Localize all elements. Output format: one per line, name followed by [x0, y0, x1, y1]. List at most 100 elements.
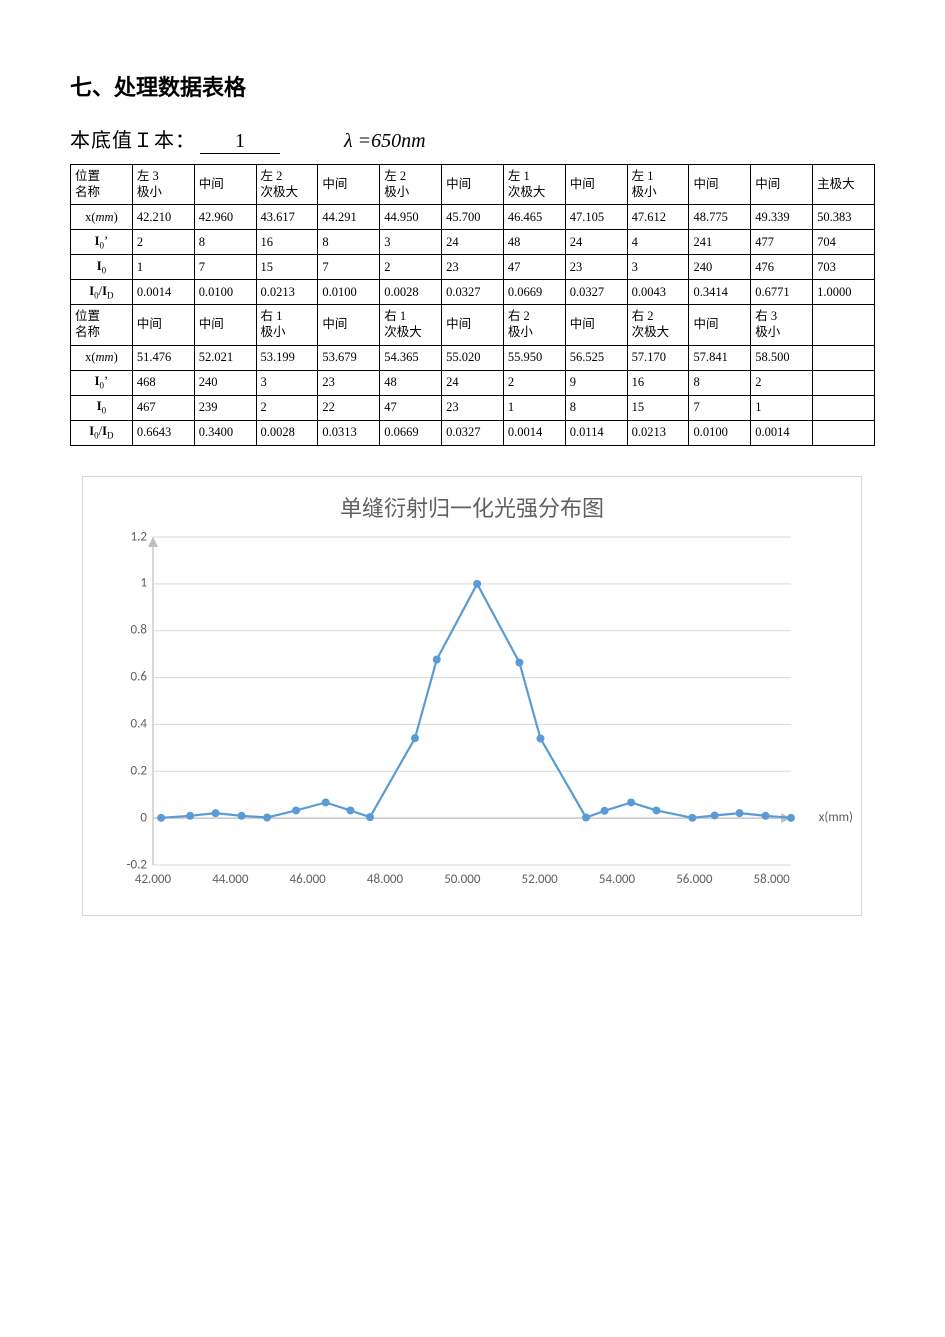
table-cell: 15 — [256, 255, 318, 280]
table-cell: 48 — [380, 370, 442, 395]
chart-xtick-label: 42.000 — [135, 872, 171, 887]
chart-marker — [627, 798, 635, 806]
row-label-cell: I0/ID — [71, 280, 133, 305]
table-cell: 43.617 — [256, 205, 318, 230]
table-row: I04672392224723181571 — [71, 395, 875, 420]
table-cell: 4 — [627, 230, 689, 255]
table-cell: 7 — [689, 395, 751, 420]
table-header-cell: 中间 — [194, 165, 256, 205]
table-header-cell: 右 2次极大 — [627, 305, 689, 345]
table-cell: 23 — [565, 255, 627, 280]
table-cell: 53.679 — [318, 345, 380, 370]
chart-marker — [762, 811, 770, 819]
chart-marker — [157, 813, 165, 821]
table-header-cell: 中间 — [132, 305, 194, 345]
chart-xtick-label: 56.000 — [676, 872, 712, 887]
table-header-cell: 左 1极小 — [627, 165, 689, 205]
table-cell: 54.365 — [380, 345, 442, 370]
table-header-cell: 左 3极小 — [132, 165, 194, 205]
table-cell: 8 — [194, 230, 256, 255]
table-cell: 3 — [627, 255, 689, 280]
table-header-cell: 左 2极小 — [380, 165, 442, 205]
lambda-text: λ =650 — [344, 130, 401, 152]
chart-marker — [212, 809, 220, 817]
table-cell: 8 — [689, 370, 751, 395]
table-cell: 47.105 — [565, 205, 627, 230]
table-cell: 8 — [565, 395, 627, 420]
table-cell — [813, 370, 875, 395]
table-cell: 53.199 — [256, 345, 318, 370]
table-header-cell: 右 1极小 — [256, 305, 318, 345]
table-row: I0/ID0.66430.34000.00280.03130.06690.032… — [71, 420, 875, 445]
base-value: 1 — [200, 130, 280, 154]
table-cell: 48.775 — [689, 205, 751, 230]
table-cell: 476 — [751, 255, 813, 280]
chart-marker — [433, 655, 441, 663]
table-cell: 240 — [194, 370, 256, 395]
chart-xtick-label: 54.000 — [599, 872, 635, 887]
table-cell: 241 — [689, 230, 751, 255]
chart-marker — [515, 658, 523, 666]
table-cell: 703 — [813, 255, 875, 280]
table-header-cell: 主极大 — [813, 165, 875, 205]
chart-xtick-label: 58.000 — [754, 872, 790, 887]
row-label-cell: I0 — [71, 395, 133, 420]
table-cell: 467 — [132, 395, 194, 420]
chart-marker — [652, 806, 660, 814]
table-header-cell: 右 2极小 — [503, 305, 565, 345]
table-cell: 1 — [503, 395, 565, 420]
chart-marker — [186, 811, 194, 819]
chart-marker — [736, 809, 744, 817]
section-title: 七、处理数据表格 — [70, 70, 875, 102]
table-row: I01715722347233240476703 — [71, 255, 875, 280]
table-cell: 23 — [442, 395, 504, 420]
table-header-cell: 中间 — [751, 165, 813, 205]
chart-ytick-label: 0.4 — [103, 716, 147, 731]
table-cell: 52.021 — [194, 345, 256, 370]
table-cell — [813, 420, 875, 445]
chart-xtick-label: 48.000 — [367, 872, 403, 887]
table-cell: 55.950 — [503, 345, 565, 370]
chart-ytick-label: 1 — [103, 576, 147, 591]
table-row: x(mm)42.21042.96043.61744.29144.95045.70… — [71, 205, 875, 230]
table-cell: 0.0043 — [627, 280, 689, 305]
table-cell: 58.500 — [751, 345, 813, 370]
table-cell: 2 — [132, 230, 194, 255]
row-label-cell: I0 — [71, 255, 133, 280]
table-cell: 57.841 — [689, 345, 751, 370]
table-cell: 45.700 — [442, 205, 504, 230]
table-cell: 0.0327 — [442, 420, 504, 445]
table-cell: 24 — [442, 370, 504, 395]
table-header-cell: 中间 — [565, 305, 627, 345]
chart-container: 单缝衍射归一化光强分布图 -0.200.20.40.60.811.242.000… — [82, 476, 862, 916]
table-cell: 44.291 — [318, 205, 380, 230]
table-cell: 9 — [565, 370, 627, 395]
table-cell: 51.476 — [132, 345, 194, 370]
table-cell: 23 — [318, 370, 380, 395]
table-cell: 47.612 — [627, 205, 689, 230]
table-cell: 56.525 — [565, 345, 627, 370]
table-cell — [813, 345, 875, 370]
chart-ytick-label: 0 — [103, 810, 147, 825]
table-cell: 23 — [442, 255, 504, 280]
table-row: x(mm)51.47652.02153.19953.67954.36555.02… — [71, 345, 875, 370]
table-header-cell: 右 3极小 — [751, 305, 813, 345]
table-cell: 0.0014 — [503, 420, 565, 445]
table-cell: 44.950 — [380, 205, 442, 230]
table-cell: 0.3400 — [194, 420, 256, 445]
data-table: 位置名称左 3极小中间左 2次极大中间左 2极小中间左 1次极大中间左 1极小中… — [70, 164, 875, 446]
table-cell: 2 — [256, 395, 318, 420]
table-cell: 55.020 — [442, 345, 504, 370]
table-cell: 704 — [813, 230, 875, 255]
table-cell: 239 — [194, 395, 256, 420]
table-cell: 7 — [318, 255, 380, 280]
chart-ytick-label: 0.8 — [103, 623, 147, 638]
table-cell: 0.6771 — [751, 280, 813, 305]
table-cell: 0.0669 — [380, 420, 442, 445]
table-cell: 2 — [503, 370, 565, 395]
chart-marker — [582, 813, 590, 821]
table-cell: 3 — [256, 370, 318, 395]
table-header-cell: 右 1次极大 — [380, 305, 442, 345]
table-cell: 0.0213 — [256, 280, 318, 305]
table-header-cell: 中间 — [442, 165, 504, 205]
